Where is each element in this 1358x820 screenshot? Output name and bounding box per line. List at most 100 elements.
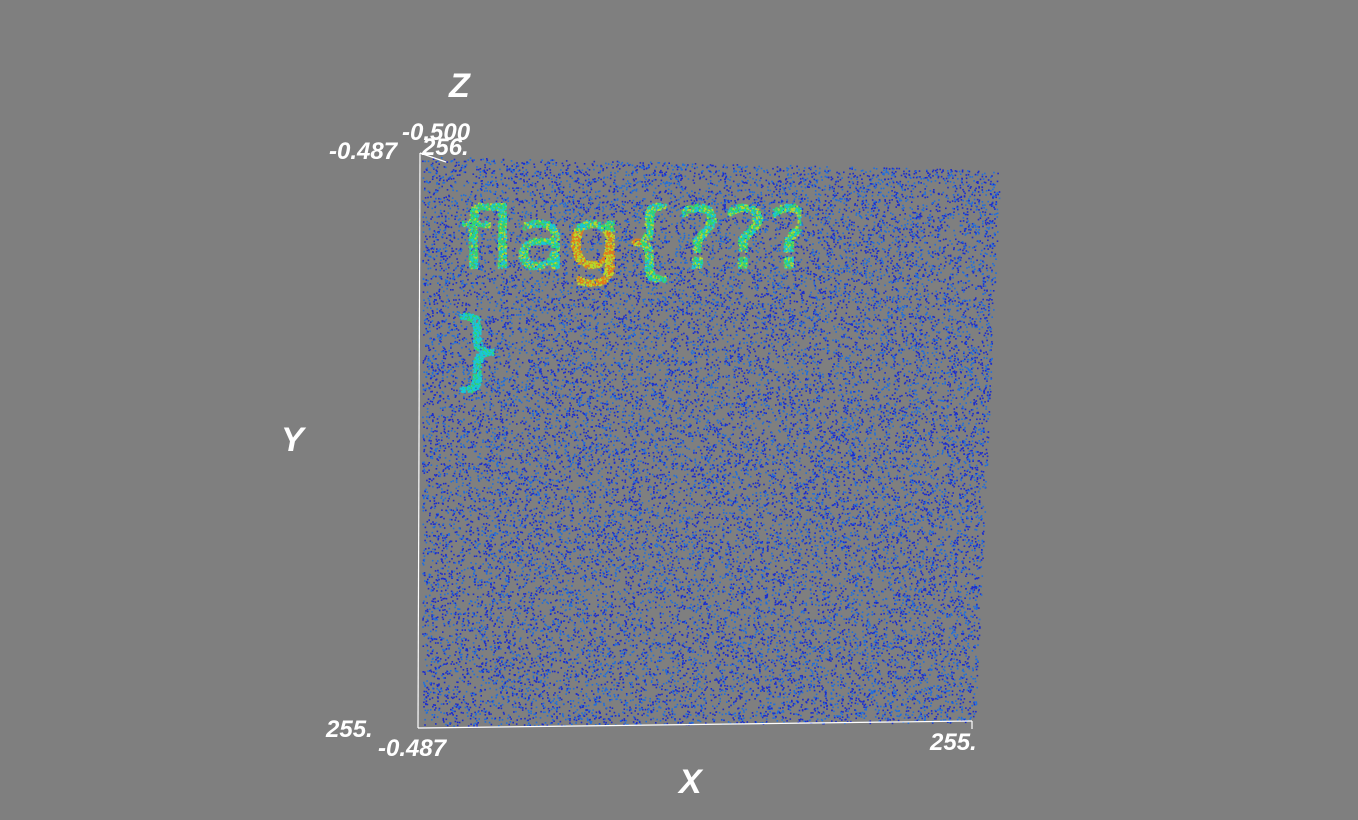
- scatter-point: [567, 670, 569, 672]
- scatter-point: [732, 289, 734, 291]
- scatter-point: [439, 327, 441, 329]
- scatter-point: [450, 303, 452, 305]
- scatter-point: [532, 491, 534, 493]
- scatter-point: [597, 530, 599, 532]
- scatter-point: [975, 503, 977, 505]
- scatter-point: [478, 468, 480, 470]
- scatter-point: [444, 407, 446, 409]
- scatter-point: [426, 480, 428, 482]
- scatter-point: [554, 212, 556, 214]
- scatter-point: [733, 338, 735, 340]
- scatter-point: [550, 575, 552, 577]
- scatter-point: [972, 431, 974, 433]
- scatter-point: [909, 680, 911, 682]
- scatter-point: [624, 718, 626, 720]
- scatter-point: [506, 428, 508, 430]
- scatter-point: [555, 270, 557, 272]
- scatter-point: [799, 428, 801, 430]
- scatter-point: [928, 362, 930, 364]
- scatter-point: [552, 289, 554, 291]
- scatter-point: [622, 193, 624, 195]
- scatter-point: [599, 306, 601, 308]
- scatter-point: [913, 531, 915, 533]
- scatter-point: [561, 524, 563, 526]
- scatter-point: [449, 701, 451, 703]
- scatter-point: [940, 675, 942, 677]
- scatter-point: [725, 173, 727, 175]
- scatter-point: [463, 427, 465, 429]
- scatter-point: [958, 266, 960, 268]
- scatter-point: [934, 426, 936, 428]
- scatter-point: [684, 675, 686, 677]
- scatter-point: [728, 480, 730, 482]
- scatter-point: [850, 489, 852, 491]
- scatter-point: [629, 231, 631, 233]
- scatter-point: [612, 663, 614, 665]
- scatter-point: [963, 702, 965, 704]
- scatter-point: [762, 643, 764, 645]
- scatter-point: [726, 455, 728, 457]
- scatter-point: [962, 200, 964, 202]
- scatter-point: [961, 182, 963, 184]
- scatter-point: [552, 512, 554, 514]
- scatter-point: [918, 716, 920, 718]
- scatter-point: [723, 720, 725, 722]
- scatter-point: [575, 539, 577, 541]
- scatter-point: [947, 187, 949, 189]
- scatter-point: [755, 341, 757, 343]
- scatter-point: [483, 508, 485, 510]
- scatter-point: [577, 608, 579, 610]
- scatter-point: [882, 606, 884, 608]
- scatter-point: [775, 229, 777, 231]
- scatter-point: [550, 382, 552, 384]
- scatter-point: [791, 410, 793, 412]
- scatter-point: [986, 357, 988, 359]
- scatter-point: [898, 533, 900, 535]
- scatter-point: [655, 197, 657, 199]
- scatter-point: [489, 369, 491, 371]
- scatter-point: [570, 561, 572, 563]
- scatter-point: [963, 291, 965, 293]
- scatter-point: [967, 645, 969, 647]
- scatter-point: [763, 510, 765, 512]
- scatter-point: [895, 244, 897, 246]
- scatter-point: [764, 403, 766, 405]
- scatter-point: [666, 350, 668, 352]
- scatter-point: [878, 380, 880, 382]
- scatter-point: [697, 669, 699, 671]
- scatter-point: [969, 668, 971, 670]
- scatter-point: [544, 204, 546, 206]
- scatter-point: [904, 529, 906, 531]
- scatter-point: [945, 216, 947, 218]
- scatter-point: [789, 183, 791, 185]
- scatter-point: [866, 438, 868, 440]
- scatter-point: [839, 583, 841, 585]
- scatter-point: [890, 577, 892, 579]
- scatter-point: [927, 610, 929, 612]
- scatter-point: [701, 631, 703, 633]
- scatter-point: [758, 633, 760, 635]
- scatter-point: [856, 214, 858, 216]
- scatter-point: [492, 229, 494, 231]
- scatter-point: [545, 271, 547, 273]
- scatter-point: [952, 666, 954, 668]
- scatter-point: [684, 427, 686, 429]
- scatter-point: [917, 491, 919, 493]
- scatter-point: [512, 466, 514, 468]
- scatter-point: [836, 365, 838, 367]
- scatter-point: [489, 402, 491, 404]
- scatter-point: [855, 673, 857, 675]
- scatter-point: [796, 261, 798, 263]
- scatter-point: [864, 270, 866, 272]
- scatter-point: [598, 419, 600, 421]
- scatter-point: [856, 432, 858, 434]
- scatter-point: [587, 615, 589, 617]
- scatter-point: [445, 483, 447, 485]
- scatter-point: [951, 449, 953, 451]
- scatter-point: [975, 225, 977, 227]
- scatter-point: [428, 204, 430, 206]
- scatter-point: [977, 285, 979, 287]
- scatter-point: [673, 623, 675, 625]
- scatter-point: [462, 578, 464, 580]
